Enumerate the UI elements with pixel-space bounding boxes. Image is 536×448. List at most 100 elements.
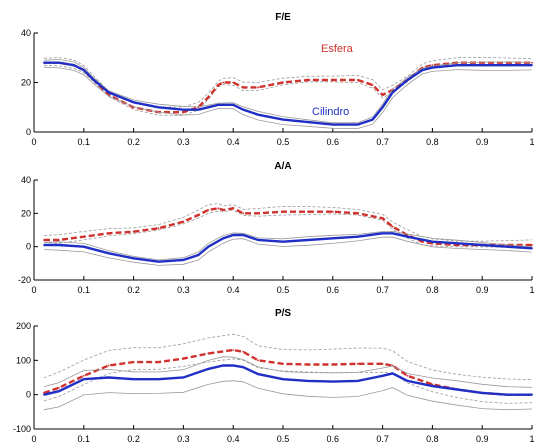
cilindro-data-point [381, 232, 384, 235]
cilindro-data-point [257, 113, 259, 116]
x-tick-label: 0.6 [327, 137, 340, 147]
cilindro-data-point [207, 106, 210, 109]
cilindro-data-point [58, 61, 60, 64]
panel-title: A/A [274, 161, 291, 172]
cilindro-data-point [431, 385, 434, 387]
cilindro-data-point [307, 121, 309, 123]
x-tick-label: 0.6 [327, 434, 340, 444]
y-tick-label: -20 [18, 275, 31, 285]
x-tick-label: 0.2 [127, 285, 140, 295]
cilindro-data-point [356, 380, 359, 382]
esfera-data-point [331, 210, 334, 213]
esfera-data-point [207, 209, 210, 211]
x-tick-label: 0.1 [78, 285, 91, 295]
cilindro-variability-line [43, 66, 533, 129]
cilindro-data-point [381, 374, 384, 377]
esfera-data-point [257, 359, 259, 362]
cilindro-data-point [232, 234, 235, 236]
esfera-data-point [182, 220, 185, 223]
esfera-data-point [381, 217, 384, 220]
cilindro-data-point [157, 378, 160, 381]
panel-title: P/S [275, 308, 291, 319]
x-tick-label: 0.8 [426, 434, 439, 444]
cilindro-data-point [242, 234, 245, 236]
cilindro-data-point [406, 79, 409, 81]
esfera-variability-line [43, 333, 533, 381]
cilindro-data-point [242, 108, 245, 111]
esfera-data-point [391, 225, 394, 228]
esfera-series-line [44, 207, 532, 247]
cilindro-variability-line [43, 59, 533, 124]
cilindro-data-point [506, 393, 508, 396]
cilindro-data-point [82, 378, 85, 381]
cilindro-data-point [222, 237, 225, 240]
cilindro-data-point [82, 245, 85, 248]
cilindro-data-point [331, 237, 334, 240]
cilindro-data-point [531, 247, 533, 250]
cilindro-data-point [331, 123, 334, 126]
cilindro-data-point [331, 380, 334, 383]
esfera-data-point [157, 227, 160, 230]
cilindro-data-point [58, 244, 60, 246]
cilindro-data-point [257, 373, 259, 375]
panel-p-s: P/S0 0.1 0.2 0.3 0.4 0.5 0.6 0.7 0.8 0.9 1-1000100… [13, 308, 535, 444]
cilindro-series-line [44, 232, 533, 263]
cilindro-data-point [92, 79, 95, 81]
cilindro-data-point [207, 245, 210, 248]
panel-title: F/E [275, 12, 291, 23]
cilindro-data-point [232, 364, 235, 367]
esfera-data-point [82, 374, 85, 377]
esfera-data-point [356, 79, 359, 81]
esfera-variability-line [43, 203, 533, 242]
cilindro-data-point [307, 239, 309, 241]
cilindro-data-point [107, 91, 110, 94]
cilindro-data-point [132, 101, 135, 104]
esfera-data-point [207, 96, 210, 99]
esfera-data-point [531, 244, 533, 246]
x-tick-label: 0.6 [327, 285, 340, 295]
esfera-variability-line [43, 64, 533, 116]
cilindro-data-point [456, 64, 459, 67]
esfera-data-point [242, 86, 245, 89]
esfera-data-point [182, 357, 185, 360]
cilindro-data-point [107, 252, 110, 255]
cilindro-data-point [391, 91, 394, 94]
esfera-data-point [307, 210, 309, 213]
cilindro-data-point [371, 118, 374, 121]
esfera-data-point [307, 363, 309, 366]
cilindro-data-point [431, 240, 434, 243]
cilindro-data-point [282, 240, 284, 243]
esfera-annotation: Esfera [321, 43, 354, 55]
esfera-data-point [107, 364, 110, 367]
cilindro-variability-line [43, 380, 533, 411]
cilindro-data-point [456, 242, 459, 245]
esfera-data-point [58, 386, 60, 389]
cilindro-data-point [391, 232, 394, 235]
x-tick-label: 0.3 [177, 137, 190, 147]
y-tick-label: 40 [21, 28, 31, 38]
esfera-data-point [242, 212, 245, 215]
esfera-data-point [207, 352, 210, 355]
esfera-data-point [82, 235, 85, 238]
y-tick-label: 200 [16, 321, 31, 331]
cilindro-data-point [481, 392, 484, 394]
cilindro-data-point [257, 239, 259, 241]
x-tick-label: 1 [529, 285, 534, 295]
cilindro-data-point [391, 372, 394, 375]
esfera-data-point [232, 81, 235, 84]
esfera-data-point [157, 361, 160, 363]
x-tick-label: 0.8 [426, 137, 439, 147]
esfera-data-point [371, 84, 374, 86]
cilindro-data-point [481, 64, 484, 67]
x-tick-label: 0.7 [376, 285, 389, 295]
x-tick-label: 0 [31, 285, 36, 295]
cilindro-data-point [132, 257, 135, 260]
cilindro-data-point [58, 390, 60, 393]
cilindro-data-point [82, 69, 85, 72]
y-tick-label: 0 [26, 242, 31, 252]
esfera-series-line [44, 61, 532, 114]
cilindro-variability-line [43, 236, 533, 266]
x-tick-label: 0.3 [177, 434, 190, 444]
